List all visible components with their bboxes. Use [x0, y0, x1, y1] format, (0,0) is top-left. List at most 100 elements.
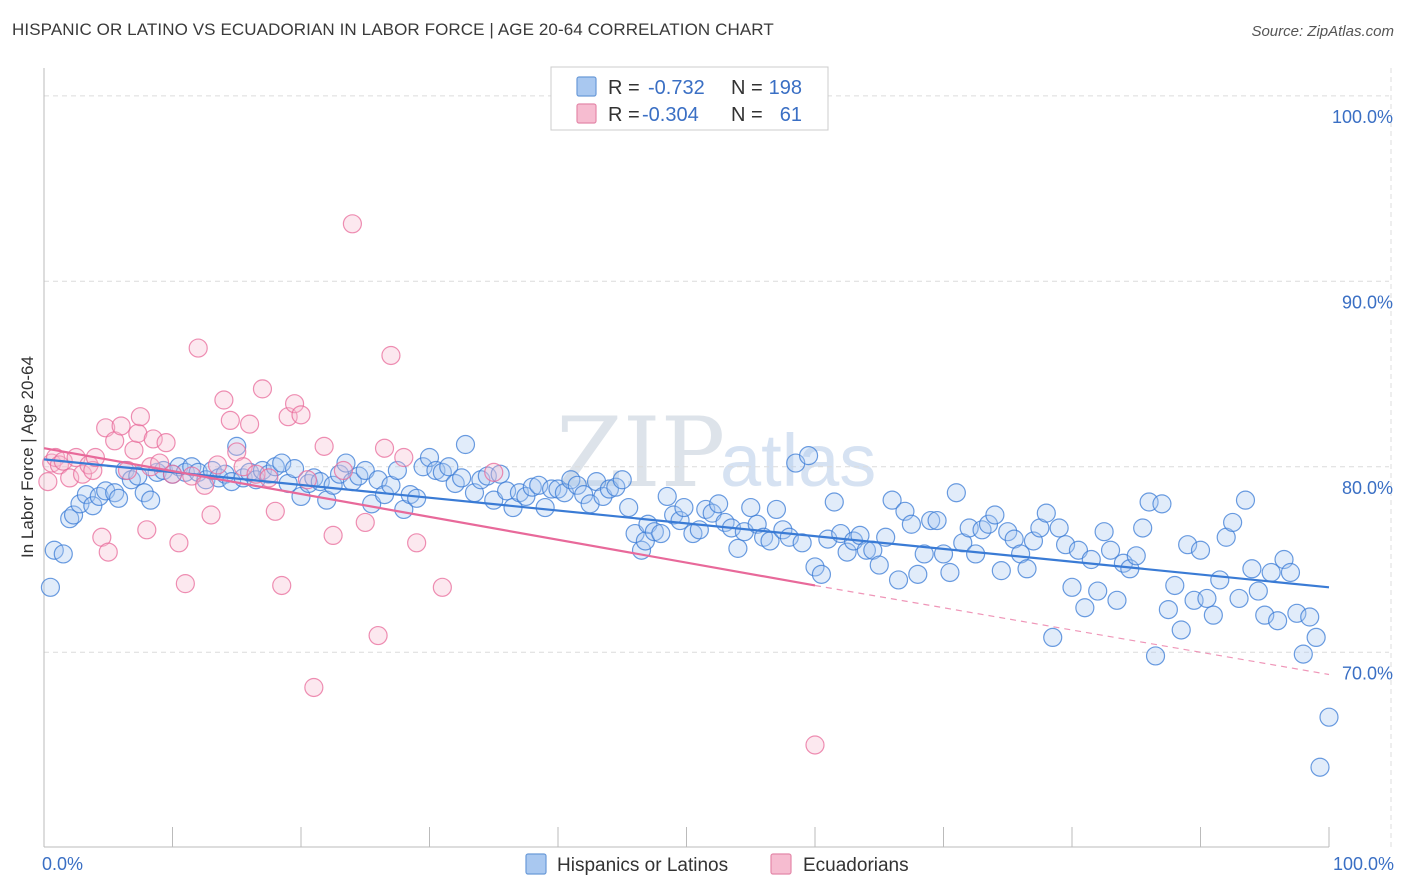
hispanic-point	[1242, 559, 1262, 579]
ecuadorian-point	[342, 214, 362, 234]
hispanic-point	[593, 486, 613, 507]
hispanic-point	[355, 460, 375, 481]
hispanic-point	[455, 434, 476, 455]
hispanic-point	[108, 488, 129, 508]
ecuadorian-point	[407, 533, 427, 553]
hispanic-point	[567, 475, 587, 495]
hispanic-point	[798, 446, 819, 466]
ecuadorian-trend-line	[43, 447, 816, 587]
hispanic-point	[141, 490, 161, 510]
hispanic-point	[728, 538, 748, 558]
ecuadorian-point	[207, 455, 228, 475]
ecuadorian-point	[272, 575, 292, 596]
ecuadorian-point	[304, 677, 324, 698]
hispanic-point	[914, 544, 934, 564]
ecuadorian-point	[394, 447, 414, 468]
hispanic-point	[1300, 607, 1320, 627]
ecuadorian-point	[355, 512, 375, 533]
hispanic-trend-line	[43, 458, 1330, 589]
hispanic-point	[741, 497, 761, 518]
x-tick-label-max: 100.0%	[1333, 854, 1394, 874]
ecuadorian-point	[323, 525, 343, 546]
hispanic-point	[323, 475, 343, 495]
hispanic-point	[516, 486, 536, 507]
legend-n-value-1: 198	[769, 77, 802, 99]
ecuadorian-point	[291, 405, 311, 425]
hispanic-point	[674, 497, 694, 518]
hispanic-point	[407, 488, 427, 508]
hispanic-point	[452, 468, 472, 488]
hispanic-point	[439, 457, 459, 477]
ecuadorian-point	[201, 505, 221, 525]
hispanic-point	[619, 497, 639, 518]
hispanic-point	[128, 466, 148, 486]
hispanic-point	[1081, 549, 1101, 570]
hispanic-point	[60, 509, 80, 529]
hispanic-point	[541, 479, 562, 499]
hispanic-point	[1267, 611, 1288, 631]
hispanic-point	[1235, 490, 1256, 510]
hispanic-point	[284, 459, 305, 479]
hispanic-point	[805, 557, 825, 577]
hispanic-point	[1145, 646, 1166, 666]
hispanic-point	[1126, 546, 1146, 566]
hispanic-point	[978, 514, 999, 534]
ecuadorian-point	[259, 468, 279, 488]
hispanic-point	[426, 460, 446, 481]
legend-n-label-2: N =	[731, 104, 763, 126]
hispanic-point	[1293, 644, 1313, 664]
hispanic-point	[1248, 581, 1268, 601]
stats-legend-box	[550, 66, 829, 131]
ecuadorian-point	[333, 460, 354, 481]
ecuadorian-point	[96, 418, 116, 438]
ecuadorian-point	[143, 429, 163, 449]
hispanic-point	[1165, 575, 1185, 596]
ecuadorian-point	[162, 464, 183, 484]
hispanic-point	[811, 564, 832, 584]
ecuadorian-point	[240, 414, 260, 434]
series-legend-label-hispanics: Hispanics or Latinos	[557, 855, 728, 876]
hispanic-point	[966, 544, 986, 564]
hispanic-point	[998, 522, 1018, 542]
y-axis-label: In Labor Force | Age 20-64	[18, 356, 37, 558]
hispanic-point	[1223, 512, 1243, 533]
ecuadorian-point	[156, 433, 176, 453]
hispanic-point	[1133, 518, 1153, 538]
hispanic-point	[837, 542, 857, 562]
hispanic-point	[985, 505, 1005, 525]
watermark-atlas: atlas	[720, 419, 876, 502]
hispanic-point	[1280, 562, 1301, 583]
ecuadorian-point	[220, 410, 240, 431]
legend-r-value-2: -0.304	[642, 104, 699, 126]
hispanic-point	[1319, 707, 1339, 727]
hispanic-point	[651, 523, 671, 544]
ecuadorian-point	[38, 472, 58, 492]
hispanic-point	[1158, 599, 1178, 620]
y-tick-label: 80.0%	[1342, 478, 1393, 498]
hispanic-point	[882, 490, 902, 510]
hispanic-point	[1100, 540, 1121, 560]
hispanic-point	[625, 523, 645, 544]
hispanic-point	[1310, 757, 1330, 777]
hispanic-point	[927, 510, 947, 531]
hispanic-point	[702, 503, 722, 523]
hispanic-point	[940, 562, 960, 583]
trend-lines	[43, 447, 1330, 676]
hispanic-point	[1088, 581, 1108, 601]
legend-r-value-1: -0.732	[648, 77, 705, 99]
hispanic-point	[490, 464, 510, 484]
hispanic-point	[1043, 627, 1063, 648]
hispanic-point	[1190, 540, 1211, 560]
hispanic-point	[63, 505, 84, 525]
ecuadorian-point	[265, 501, 285, 521]
hispanic-point	[53, 544, 73, 564]
hispanic-point	[1094, 522, 1114, 542]
y-tick-label: 90.0%	[1342, 292, 1393, 312]
ecuadorian-point	[381, 345, 401, 366]
ecuadorian-point	[246, 464, 266, 484]
ecuadorian-point	[188, 338, 208, 358]
series-legend-swatch-hispanics	[525, 853, 547, 875]
hispanic-point	[1171, 620, 1191, 640]
y-tick-label: 70.0%	[1342, 663, 1393, 683]
